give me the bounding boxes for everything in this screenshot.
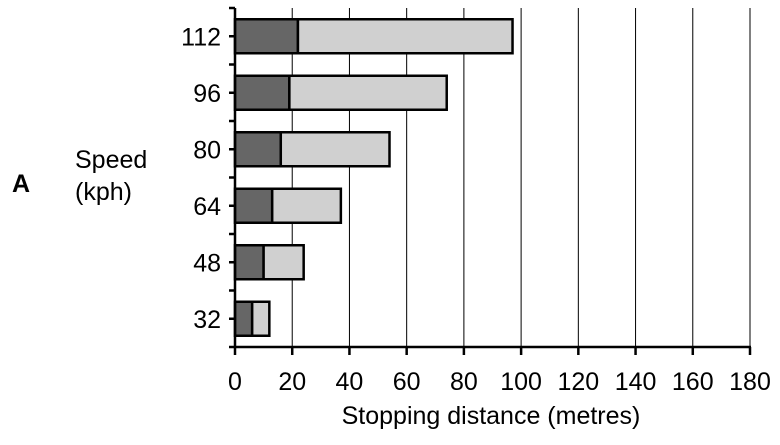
bar-64-segment-2 — [270, 187, 343, 224]
bar-112-segment-1 — [233, 18, 300, 55]
x-tick-labels: 0 20 40 60 80 100 120 140 160 180 — [228, 368, 771, 396]
gridlines — [291, 8, 751, 347]
x-tick-label-60: 60 — [393, 368, 421, 396]
panel-label: A — [12, 170, 30, 198]
x-tick-label-80: 80 — [450, 368, 478, 396]
y-tick-label-80: 80 — [193, 136, 221, 164]
bar-96-segment-2 — [288, 74, 448, 111]
y-tick-label-48: 48 — [193, 249, 221, 277]
bar-80-segment-2 — [279, 131, 391, 168]
y-axis-title-line-1: Speed — [75, 146, 147, 174]
x-tick-label-120: 120 — [557, 368, 599, 396]
y-tick-label-32: 32 — [193, 306, 221, 334]
x-tick-label-100: 100 — [500, 368, 542, 396]
bar-48-segment-1 — [233, 244, 265, 281]
x-tick-label-20: 20 — [278, 368, 306, 396]
bar-80-segment-1 — [233, 131, 283, 168]
bar-48-segment-2 — [262, 244, 305, 281]
y-tick-label-64: 64 — [193, 193, 221, 221]
x-tick-label-160: 160 — [672, 368, 714, 396]
bar-32-segment-1 — [233, 300, 254, 337]
x-tick-label-0: 0 — [228, 368, 242, 396]
bar-64-segment-1 — [233, 187, 274, 224]
bars — [233, 18, 514, 337]
y-tick-label-96: 96 — [193, 80, 221, 108]
x-axis-title: Stopping distance (metres) — [342, 402, 641, 430]
axes — [229, 6, 752, 355]
bar-96-segment-1 — [233, 74, 291, 111]
x-tick-label-140: 140 — [615, 368, 657, 396]
x-tick-label-40: 40 — [336, 368, 364, 396]
x-tick-label-180: 180 — [729, 368, 771, 396]
y-tick-label-112: 112 — [181, 23, 221, 51]
bar-32-segment-2 — [250, 300, 271, 337]
y-tick-labels: 112 96 80 64 48 32 — [181, 23, 221, 334]
bar-112-segment-2 — [296, 18, 514, 55]
y-axis-title-line-2: (kph) — [75, 178, 132, 206]
